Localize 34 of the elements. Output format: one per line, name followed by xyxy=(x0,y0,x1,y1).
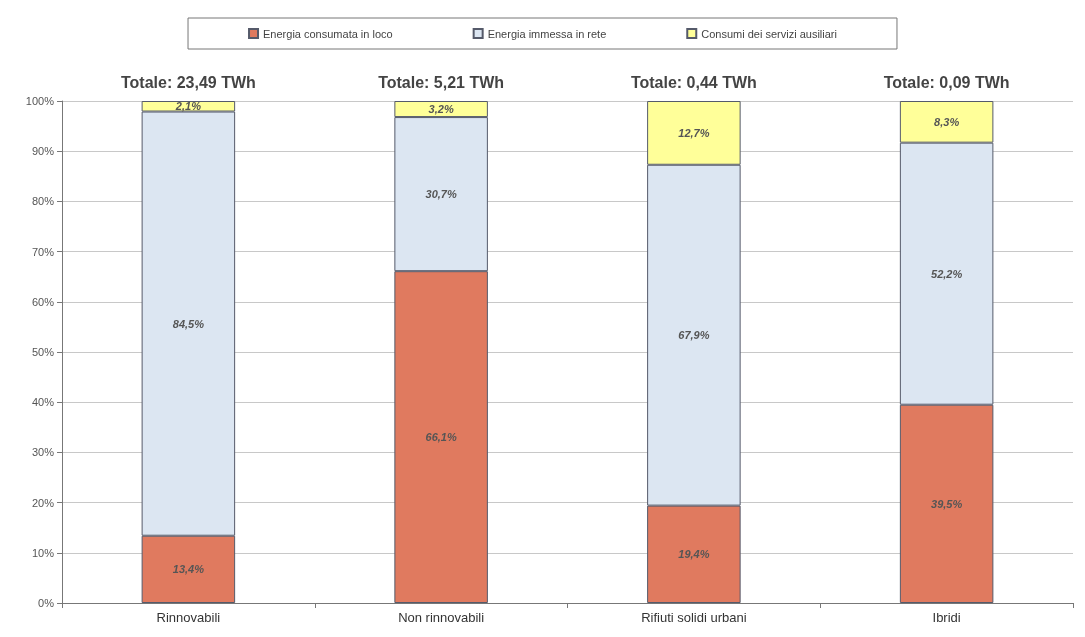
y-tick-label: 90% xyxy=(31,145,55,158)
x-tick-label: Ibridi xyxy=(932,610,961,625)
data-label: 19,4% xyxy=(678,548,710,561)
y-tick-label: 20% xyxy=(31,496,55,509)
x-tick-label: Rinnovabili xyxy=(156,610,221,625)
data-label: 12,7% xyxy=(678,126,710,139)
text: Totale: 0,09 TWh xyxy=(883,73,1010,91)
data-label: 39,5% xyxy=(931,497,963,510)
y-tick-label: 80% xyxy=(31,195,55,208)
text: Totale: 0,44 TWh xyxy=(630,73,757,91)
data-label: 52,2% xyxy=(931,267,963,280)
y-tick-label: 0% xyxy=(38,597,55,609)
data-label: 2,1% xyxy=(174,100,202,113)
y-tick-label: 70% xyxy=(31,245,55,258)
y-tick-label: 30% xyxy=(31,446,55,459)
x-tick-label: Non rinnovabili xyxy=(398,610,485,625)
y-tick-label: 50% xyxy=(31,346,55,358)
legend-label: Energia immessa in rete xyxy=(487,27,607,40)
legend-label: Energia consumata in loco xyxy=(263,27,393,40)
x-tick-label: Rifiuti solidi urbani xyxy=(641,610,747,625)
data-label: 13,4% xyxy=(172,563,205,576)
y-tick-label: 100% xyxy=(25,95,55,107)
y-tick-label: 10% xyxy=(31,546,55,559)
data-label: 67,9% xyxy=(678,329,710,342)
data-label: 3,2% xyxy=(428,103,454,116)
text: Totale: 23,49 TWh xyxy=(120,73,256,91)
data-label: 8,3% xyxy=(934,115,960,128)
legend-label: Consumi dei servizi ausiliari xyxy=(701,27,837,40)
data-label: 84,5% xyxy=(172,317,205,330)
y-tick-label: 60% xyxy=(31,295,55,308)
text: Totale: 5,21 TWh xyxy=(378,73,505,91)
y-tick-label: 40% xyxy=(31,396,55,409)
data-label: 66,1% xyxy=(425,431,457,444)
data-label: 30,7% xyxy=(425,188,457,201)
